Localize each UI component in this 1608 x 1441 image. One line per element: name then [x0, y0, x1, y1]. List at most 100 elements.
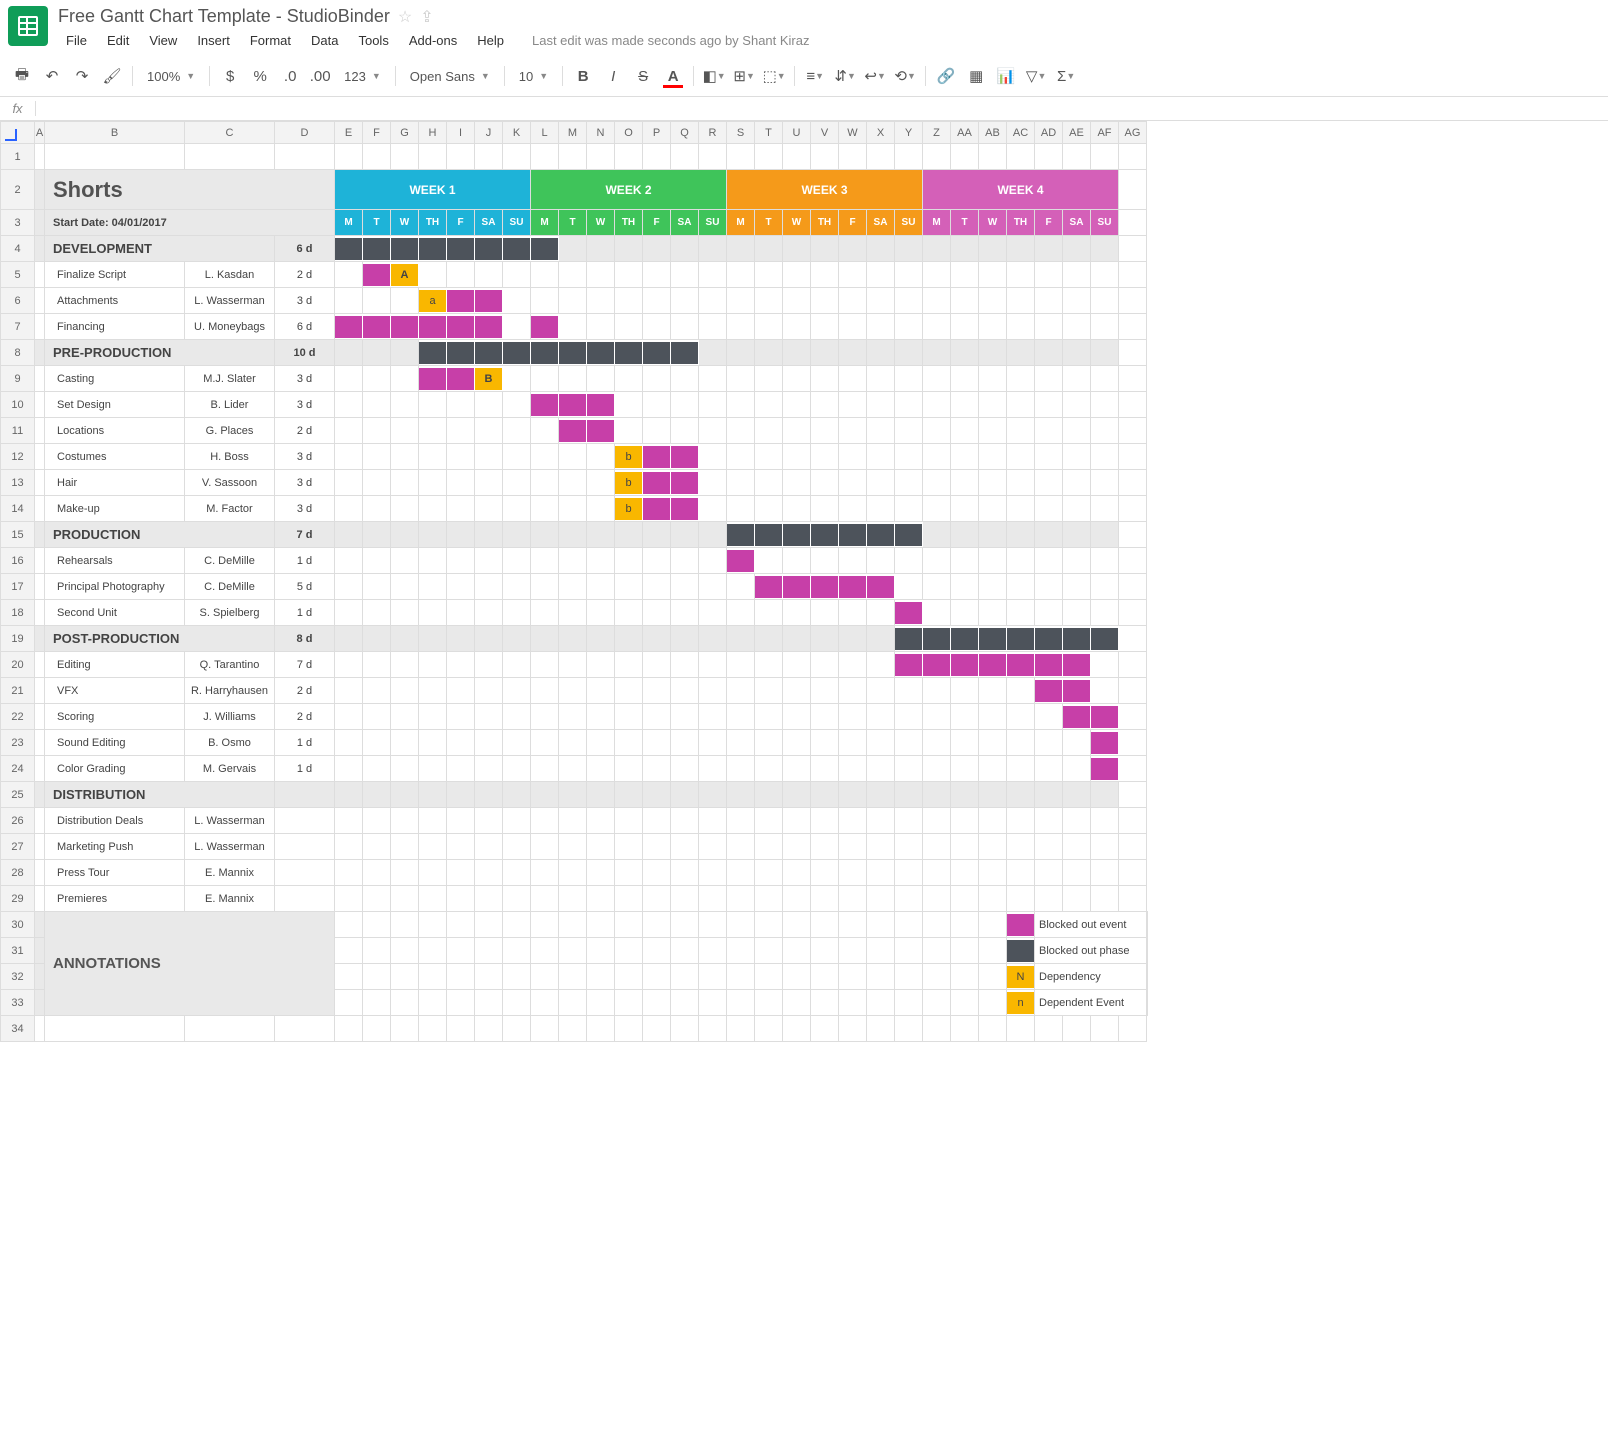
link-icon[interactable]: 🔗 — [932, 62, 960, 90]
doc-title[interactable]: Free Gantt Chart Template - StudioBinder — [58, 6, 390, 27]
col-header[interactable]: I — [447, 122, 475, 144]
text-color-icon[interactable]: A — [659, 62, 687, 90]
col-header[interactable]: F — [363, 122, 391, 144]
row-header[interactable]: 6 — [1, 288, 35, 314]
menu-insert[interactable]: Insert — [189, 31, 238, 50]
row-header[interactable]: 34 — [1, 1016, 35, 1042]
spreadsheet-grid[interactable]: ABCDEFGHIJKLMNOPQRSTUVWXYZAAABACADAEAFAG… — [0, 121, 1608, 1042]
chart-icon[interactable]: 📊 — [992, 62, 1020, 90]
decrease-decimal-icon[interactable]: .0 — [276, 62, 304, 90]
row-header[interactable]: 1 — [1, 144, 35, 170]
row-header[interactable]: 23 — [1, 730, 35, 756]
row-header[interactable]: 28 — [1, 860, 35, 886]
undo-icon[interactable]: ↶ — [38, 62, 66, 90]
row-header[interactable]: 30 — [1, 912, 35, 938]
row-header[interactable]: 11 — [1, 418, 35, 444]
row-header[interactable]: 3 — [1, 210, 35, 236]
row-header[interactable]: 24 — [1, 756, 35, 782]
paint-format-icon[interactable]: 🖌 — [98, 62, 126, 90]
v-align-icon[interactable]: ⇵▼ — [831, 62, 859, 90]
col-header[interactable]: X — [867, 122, 895, 144]
menu-data[interactable]: Data — [303, 31, 346, 50]
col-header[interactable]: G — [391, 122, 419, 144]
col-header[interactable]: A — [35, 122, 45, 144]
col-header[interactable]: D — [275, 122, 335, 144]
borders-icon[interactable]: ⊞▼ — [730, 62, 758, 90]
row-header[interactable]: 27 — [1, 834, 35, 860]
row-header[interactable]: 26 — [1, 808, 35, 834]
print-icon[interactable]: 🖶 — [8, 62, 36, 90]
h-align-icon[interactable]: ≡▼ — [801, 62, 829, 90]
col-header[interactable]: H — [419, 122, 447, 144]
col-header[interactable]: W — [839, 122, 867, 144]
row-header[interactable]: 8 — [1, 340, 35, 366]
menu-edit[interactable]: Edit — [99, 31, 137, 50]
zoom-dropdown[interactable]: 100%▼ — [139, 62, 203, 90]
percent-icon[interactable]: % — [246, 62, 274, 90]
col-header[interactable]: T — [755, 122, 783, 144]
sheets-app-icon[interactable] — [8, 6, 48, 46]
col-header[interactable]: S — [727, 122, 755, 144]
font-dropdown[interactable]: Open Sans▼ — [402, 62, 498, 90]
menu-help[interactable]: Help — [469, 31, 512, 50]
fill-color-icon[interactable]: ◧▼ — [700, 62, 728, 90]
col-header[interactable]: Y — [895, 122, 923, 144]
col-header[interactable]: E — [335, 122, 363, 144]
row-header[interactable]: 33 — [1, 990, 35, 1016]
increase-decimal-icon[interactable]: .00 — [306, 62, 334, 90]
row-header[interactable]: 14 — [1, 496, 35, 522]
row-header[interactable]: 22 — [1, 704, 35, 730]
text-wrap-icon[interactable]: ↩▼ — [861, 62, 889, 90]
col-header[interactable]: K — [503, 122, 531, 144]
col-header[interactable]: O — [615, 122, 643, 144]
bold-icon[interactable]: B — [569, 62, 597, 90]
col-header[interactable]: AB — [979, 122, 1007, 144]
row-header[interactable]: 21 — [1, 678, 35, 704]
col-header[interactable]: P — [643, 122, 671, 144]
row-header[interactable]: 13 — [1, 470, 35, 496]
row-header[interactable]: 9 — [1, 366, 35, 392]
col-header[interactable]: B — [45, 122, 185, 144]
col-header[interactable]: L — [531, 122, 559, 144]
filter-icon[interactable]: ▽▼ — [1022, 62, 1050, 90]
merge-cells-icon[interactable]: ⬚▼ — [760, 62, 788, 90]
menu-format[interactable]: Format — [242, 31, 299, 50]
row-header[interactable]: 18 — [1, 600, 35, 626]
row-header[interactable]: 16 — [1, 548, 35, 574]
row-header[interactable]: 5 — [1, 262, 35, 288]
col-header[interactable]: C — [185, 122, 275, 144]
row-header[interactable]: 29 — [1, 886, 35, 912]
col-header[interactable]: Q — [671, 122, 699, 144]
currency-icon[interactable]: $ — [216, 62, 244, 90]
col-header[interactable]: AD — [1035, 122, 1063, 144]
row-header[interactable]: 19 — [1, 626, 35, 652]
col-header[interactable]: R — [699, 122, 727, 144]
row-header[interactable]: 10 — [1, 392, 35, 418]
col-header[interactable]: N — [587, 122, 615, 144]
row-header[interactable]: 31 — [1, 938, 35, 964]
col-header[interactable]: AF — [1091, 122, 1119, 144]
row-header[interactable]: 12 — [1, 444, 35, 470]
redo-icon[interactable]: ↷ — [68, 62, 96, 90]
italic-icon[interactable]: I — [599, 62, 627, 90]
col-header[interactable]: U — [783, 122, 811, 144]
star-icon[interactable]: ☆ — [398, 7, 412, 27]
number-format-dropdown[interactable]: 123▼ — [336, 62, 389, 90]
col-header[interactable]: V — [811, 122, 839, 144]
col-header[interactable]: AA — [951, 122, 979, 144]
row-header[interactable]: 32 — [1, 964, 35, 990]
move-folder-icon[interactable]: ⇪ — [420, 7, 433, 27]
col-header[interactable]: AG — [1119, 122, 1147, 144]
col-header[interactable]: Z — [923, 122, 951, 144]
row-header[interactable]: 2 — [1, 170, 35, 210]
row-header[interactable]: 7 — [1, 314, 35, 340]
functions-icon[interactable]: Σ▼ — [1052, 62, 1080, 90]
select-all-corner[interactable] — [1, 122, 35, 144]
menu-view[interactable]: View — [141, 31, 185, 50]
row-header[interactable]: 4 — [1, 236, 35, 262]
row-header[interactable]: 17 — [1, 574, 35, 600]
strikethrough-icon[interactable]: S — [629, 62, 657, 90]
col-header[interactable]: AE — [1063, 122, 1091, 144]
row-header[interactable]: 25 — [1, 782, 35, 808]
menu-tools[interactable]: Tools — [350, 31, 396, 50]
